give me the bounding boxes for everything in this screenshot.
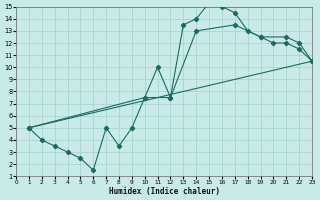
X-axis label: Humidex (Indice chaleur): Humidex (Indice chaleur): [108, 187, 220, 196]
